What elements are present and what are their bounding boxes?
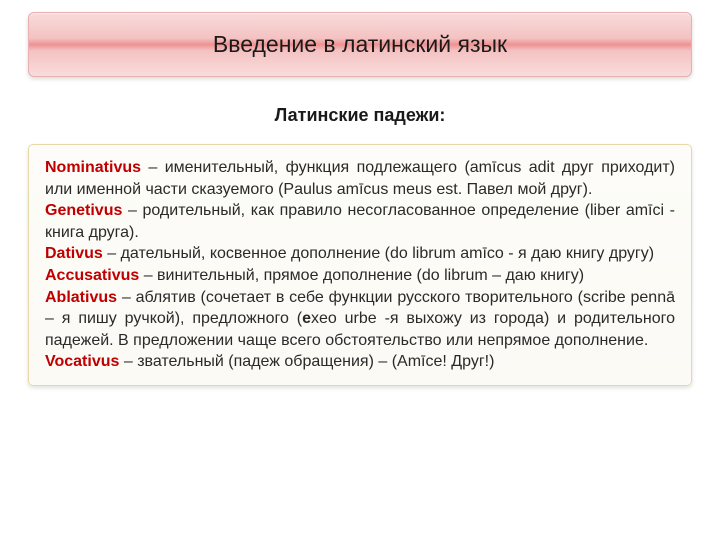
case-desc: – винительный, прямое дополнение (do lib… bbox=[139, 267, 584, 284]
case-desc: – родительный, как правило несогласованн… bbox=[45, 202, 675, 241]
case-entry: Nominativus – именительный, функция подл… bbox=[45, 157, 675, 200]
cases-content-box: Nominativus – именительный, функция подл… bbox=[28, 144, 692, 386]
case-entry: Genetivus – родительный, как правило нес… bbox=[45, 200, 675, 243]
case-name-genetivus: Genetivus bbox=[45, 202, 122, 219]
slide-title-bar: Введение в латинский язык bbox=[28, 12, 692, 77]
case-name-nominativus: Nominativus bbox=[45, 159, 141, 176]
case-name-dativus: Dativus bbox=[45, 245, 103, 262]
case-desc: – дательный, косвенное дополнение (do li… bbox=[103, 245, 654, 262]
case-name-ablativus: Ablativus bbox=[45, 289, 117, 306]
section-subtitle: Латинские падежи: bbox=[28, 105, 692, 126]
case-entry: Ablativus – аблятив (сочетает в себе фун… bbox=[45, 287, 675, 352]
case-entry: Vocativus – звательный (падеж обращения)… bbox=[45, 351, 675, 373]
case-desc: – звательный (падеж обращения) – (Amīce!… bbox=[119, 353, 494, 370]
case-name-accusativus: Accusativus bbox=[45, 267, 139, 284]
case-entry: Accusativus – винительный, прямое дополн… bbox=[45, 265, 675, 287]
case-desc-bold: e bbox=[302, 310, 311, 327]
case-name-vocativus: Vocativus bbox=[45, 353, 119, 370]
case-entry: Dativus – дательный, косвенное дополнени… bbox=[45, 243, 675, 265]
slide-title: Введение в латинский язык bbox=[39, 31, 681, 58]
